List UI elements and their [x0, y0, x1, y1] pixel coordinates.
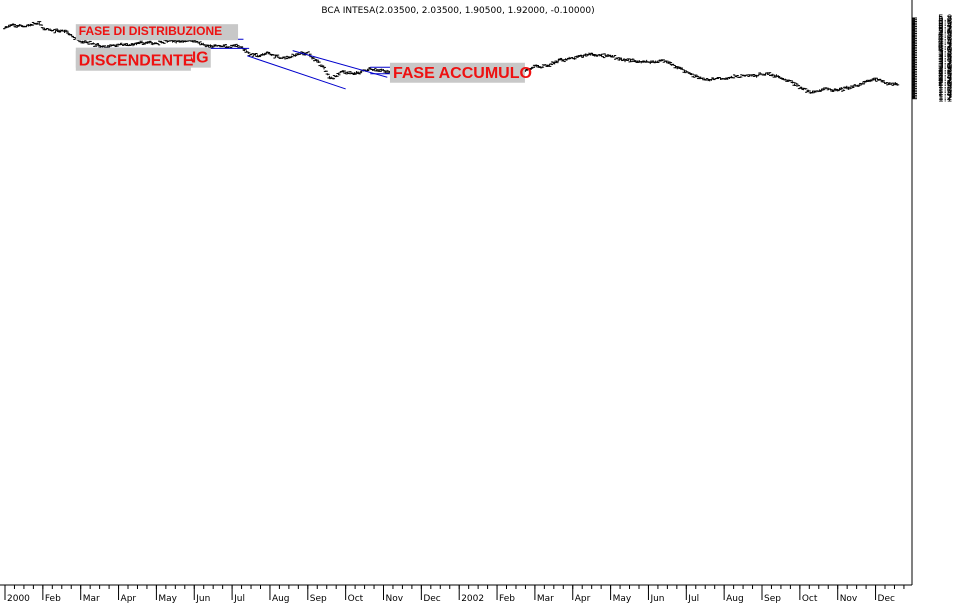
y-tick-label: 2.5: [938, 71, 952, 81]
y-tick-label: 2.9: [938, 64, 953, 74]
y-tick-label: 5.7: [938, 16, 952, 26]
y-tick-label: 4.7: [938, 33, 952, 43]
y-tick-label: 2.3: [938, 74, 952, 84]
x-tick-label: Nov: [386, 594, 404, 604]
y-tick-label: 3.1: [938, 60, 952, 70]
y-axis: 5.85.75.65.55.45.35.25.15.04.94.84.74.64…: [912, 14, 953, 105]
y-tick-label: 2.1: [938, 78, 952, 88]
annotation-bg: [75, 50, 191, 71]
x-axis: 2000 Feb Mar Apr May Jun Jul Aug Sep Oct Nov Dec 200…: [4, 585, 905, 604]
y-tick-label: 5.8: [938, 14, 953, 24]
y-tick-label: 1.4: [938, 90, 953, 100]
y-tick-label: 2.2: [938, 76, 952, 86]
y-tick-label: 4.2: [938, 41, 952, 51]
y-tick-label: 4.5: [938, 36, 952, 46]
y-tick-label: 3.6: [938, 52, 953, 62]
chart-title: BCA INTESA(2.03500, 2.03500, 1.90500, 1.…: [321, 6, 594, 16]
y-tick-label: 1.8: [938, 83, 953, 93]
y-tick-label: 1.1: [938, 95, 952, 105]
annotations: FASE DI DISTRIBUZIONEFASE TRENDINGDISCEN…: [75, 24, 532, 83]
x-tick-label: Aug: [272, 594, 290, 604]
y-tick-label: 2.4: [938, 72, 953, 82]
x-tick-label: Oct: [348, 594, 364, 604]
y-tick-label: 1.5: [938, 88, 952, 98]
y-tick-label: 1.9: [938, 81, 953, 91]
annotation-label: FASE DI DISTRIBUZIONE: [79, 24, 222, 38]
x-tick-label: Apr: [575, 594, 591, 604]
x-tick-label: 2000: [7, 594, 30, 604]
y-tick-label: 2.7: [938, 67, 952, 77]
x-tick-label: Feb: [499, 594, 515, 604]
y-tick-label: 2.6: [938, 69, 953, 79]
y-tick-label: 3.5: [938, 53, 952, 63]
y-tick-label: 1.6: [938, 86, 953, 96]
y-tick-label: 5.0: [938, 28, 953, 38]
x-tick-label: Apr: [121, 594, 137, 604]
y-tick-label: 3.9: [938, 47, 953, 57]
y-tick-label: 5.1: [938, 26, 952, 36]
x-tick-label: Jul: [687, 594, 699, 604]
x-tick-label: Sep: [310, 594, 327, 604]
annotation-bg: [75, 24, 239, 41]
annotation-label: FASE ACCUMULO: [393, 65, 532, 82]
y-tick-label: 1.7: [938, 84, 952, 94]
y-tick-label: 5.5: [938, 19, 952, 29]
x-tick-label: Mar: [537, 594, 554, 604]
y-tick-label: 1.3: [938, 91, 952, 101]
y-tick-label: 2.8: [938, 66, 953, 76]
trend-line: [292, 50, 388, 78]
y-tick-label: 3.0: [938, 62, 953, 72]
x-tick-label: May: [613, 594, 632, 604]
x-tick-label: Dec: [878, 594, 895, 604]
x-tick-label: Jun: [649, 594, 664, 604]
y-tick-label: 4.8: [938, 31, 953, 41]
x-tick-label: 2002: [461, 594, 484, 604]
y-tick-label: 4.6: [938, 35, 953, 45]
x-tick-label: Oct: [802, 594, 818, 604]
annotation-label: DISCENDENTE: [79, 53, 194, 70]
y-tick-label: 4.4: [938, 38, 953, 48]
x-tick-label: Aug: [726, 594, 744, 604]
y-tick-label: 3.3: [938, 57, 952, 67]
x-tick-label: Jul: [233, 594, 245, 604]
y-tick-label: 4.0: [938, 45, 953, 55]
y-tick-label: 1.2: [938, 93, 952, 103]
price-bars: [3, 21, 900, 94]
x-tick-label: Nov: [840, 594, 858, 604]
y-tick-label: 5.3: [938, 23, 952, 33]
y-tick-label: 3.7: [938, 50, 952, 60]
x-tick-label: Sep: [764, 594, 781, 604]
y-tick-label: 5.6: [938, 17, 953, 27]
x-tick-label: May: [158, 594, 177, 604]
x-tick-label: Dec: [423, 594, 440, 604]
y-tick-label: 3.8: [938, 48, 953, 58]
trend-line: [247, 55, 346, 90]
y-tick-label: 4.1: [938, 43, 952, 53]
annotation-bg: [389, 62, 525, 83]
y-tick-label: 5.2: [938, 24, 952, 34]
y-tick-label: 4.9: [938, 29, 953, 39]
y-tick-label: 4.3: [938, 40, 952, 50]
x-tick-label: Mar: [83, 594, 100, 604]
y-tick-label: 2.0: [938, 79, 953, 89]
x-tick-label: Jun: [195, 594, 210, 604]
y-tick-label: 3.4: [938, 55, 953, 65]
x-tick-label: Feb: [45, 594, 61, 604]
y-tick-label: 5.4: [938, 21, 953, 31]
y-tick-label: 3.2: [938, 59, 952, 69]
